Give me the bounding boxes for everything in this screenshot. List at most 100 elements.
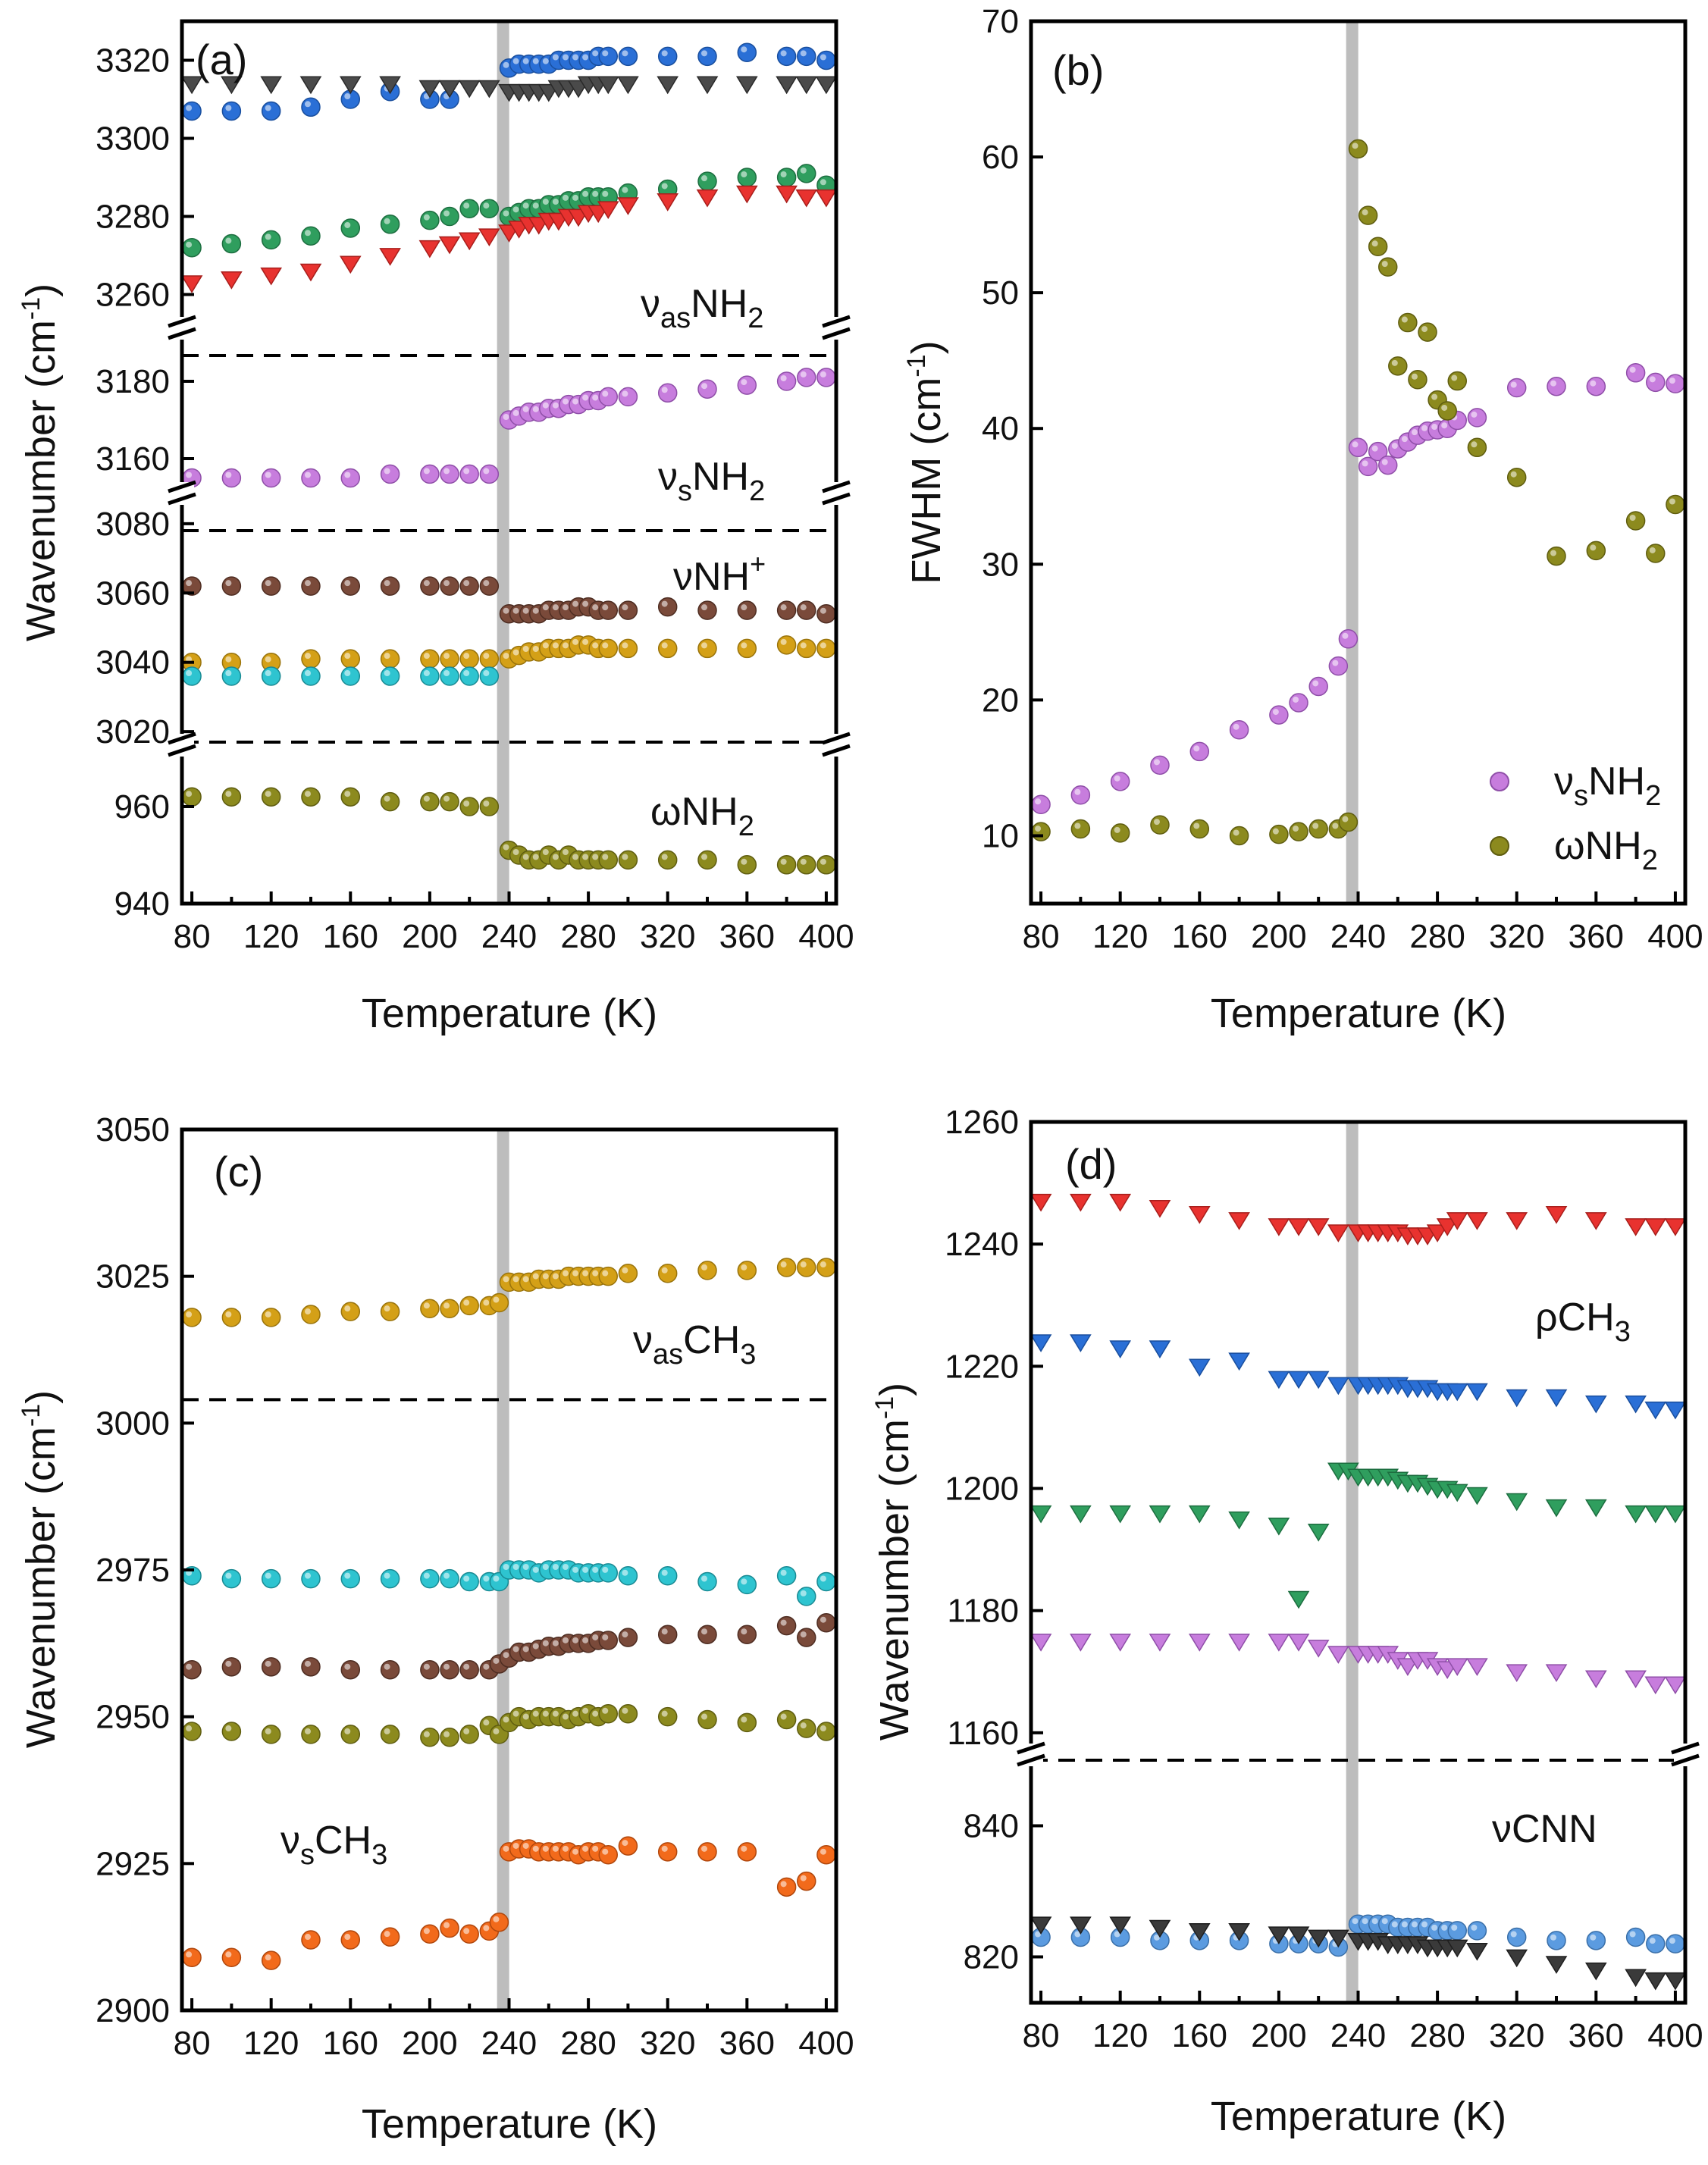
y-ticks-c: 2900 2925 2950 2975 3000 3025 3050	[96, 1111, 194, 2029]
marker-highlight	[552, 1640, 559, 1646]
marker-highlight	[741, 379, 747, 386]
data-point	[261, 1725, 281, 1744]
marker-highlight	[463, 468, 470, 475]
data-point	[440, 1728, 459, 1747]
marker-highlight	[780, 858, 787, 865]
data-point	[261, 1308, 281, 1327]
data-point	[1109, 1505, 1132, 1524]
marker-highlight	[344, 791, 351, 797]
marker-highlight	[592, 1710, 599, 1717]
break-mark	[168, 315, 196, 340]
x-tick-label: 240	[1330, 2017, 1386, 2054]
marker-highlight	[1153, 759, 1160, 766]
data-point	[1307, 1640, 1330, 1658]
marker-highlight	[1550, 1934, 1557, 1941]
marker-highlight	[512, 409, 519, 416]
marker-highlight	[463, 1728, 470, 1734]
marker-highlight	[443, 1572, 450, 1579]
data-point	[420, 1728, 440, 1747]
data-point	[420, 1299, 440, 1319]
data-point	[340, 1302, 361, 1321]
legend-label-w-nh2: ωNH2	[1554, 824, 1658, 876]
data-point	[438, 80, 461, 99]
y-tick-label: 10	[982, 817, 1019, 854]
marks-c	[182, 1258, 836, 1970]
marker-highlight	[661, 600, 668, 607]
marker-highlight	[532, 1845, 539, 1852]
marker-highlight	[225, 105, 232, 111]
data-point	[815, 189, 838, 208]
data-point	[617, 197, 639, 215]
marker-highlight	[532, 1273, 539, 1280]
marker-highlight	[423, 1302, 430, 1309]
marker-highlight	[552, 1564, 559, 1570]
data-point	[1418, 322, 1437, 342]
data-point	[598, 387, 619, 407]
x-tick-label: 360	[719, 918, 775, 955]
marker-highlight	[265, 233, 271, 240]
marker-highlight	[503, 607, 509, 614]
marker-highlight	[423, 1663, 430, 1670]
panel-label-b: (b)	[1052, 46, 1104, 94]
x-tick-label: 120	[243, 2025, 299, 2062]
data-point	[697, 379, 717, 399]
data-point	[618, 46, 638, 67]
y-tick-label: 2975	[96, 1552, 170, 1589]
data-point	[735, 185, 758, 204]
marker-highlight	[661, 387, 668, 393]
marker-highlight	[503, 1845, 509, 1852]
data-point	[1188, 1634, 1211, 1652]
marker-highlight	[602, 1848, 609, 1855]
marker-highlight	[542, 604, 549, 611]
data-point	[1547, 376, 1566, 396]
marker-highlight	[503, 1276, 509, 1283]
data-point	[1338, 629, 1359, 649]
marker-highlight	[1451, 374, 1458, 381]
marker-highlight	[592, 394, 599, 401]
data-point	[1030, 1634, 1052, 1652]
data-point	[1586, 540, 1606, 561]
data-point	[1109, 1193, 1132, 1212]
data-point	[1644, 1972, 1667, 1991]
data-point	[261, 230, 281, 250]
data-point	[340, 1725, 361, 1744]
data-point	[459, 1924, 479, 1944]
x-tick-label: 200	[402, 918, 457, 955]
data-point	[1189, 819, 1210, 839]
data-point	[697, 171, 717, 191]
data-point	[420, 1924, 440, 1944]
data-point	[618, 1704, 638, 1724]
data-point	[261, 1568, 281, 1589]
data-point	[420, 464, 440, 484]
marker-highlight	[562, 604, 569, 611]
data-point	[815, 76, 838, 95]
marker-highlight	[463, 1663, 470, 1670]
data-point	[1327, 1224, 1349, 1242]
data-point	[1228, 1923, 1250, 1941]
x-tick-label: 80	[1023, 2017, 1060, 2054]
data-point	[1396, 1658, 1419, 1676]
data-point	[221, 1568, 242, 1589]
x-ticks-c: 80 120 160 200 240 280 320 360 400	[174, 1998, 854, 2062]
marker-highlight	[592, 50, 599, 57]
data-point	[1348, 139, 1368, 159]
data-point	[1466, 1212, 1488, 1230]
marker-highlight	[304, 472, 311, 478]
marker-highlight	[483, 1719, 490, 1726]
marker-highlight	[602, 190, 609, 197]
break-mark	[822, 315, 851, 340]
marker-highlight	[384, 670, 390, 676]
data-point	[1348, 437, 1368, 458]
data-point	[1467, 408, 1487, 428]
data-point	[1150, 815, 1170, 835]
data-point	[1408, 370, 1428, 390]
data-point	[1545, 1499, 1568, 1518]
marker-highlight	[1550, 550, 1557, 556]
data-point	[1110, 772, 1130, 791]
marker-highlight	[503, 1564, 509, 1570]
marker-highlight	[493, 1296, 500, 1303]
data-point	[1545, 1664, 1568, 1683]
data-point	[458, 232, 481, 251]
data-point	[816, 1722, 836, 1741]
